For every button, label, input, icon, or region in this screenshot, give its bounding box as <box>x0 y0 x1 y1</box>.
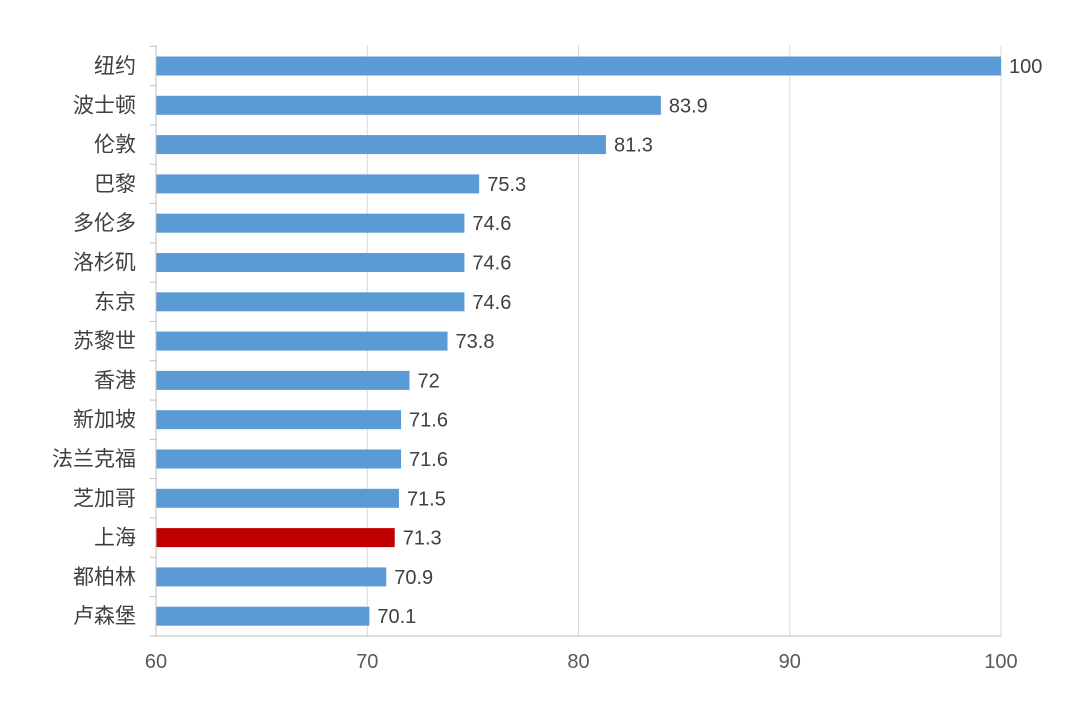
bar <box>156 253 465 272</box>
bar <box>156 410 402 430</box>
data-label: 74.6 <box>472 253 511 275</box>
data-label: 83.9 <box>669 95 708 117</box>
bar <box>156 370 410 390</box>
bar <box>156 95 661 115</box>
data-label: 71.3 <box>403 528 442 550</box>
data-label: 70.1 <box>377 606 416 628</box>
axes <box>150 45 1001 637</box>
category-label: 上海 <box>94 526 136 550</box>
category-label: 洛杉矶 <box>73 251 136 275</box>
bar <box>156 331 448 351</box>
category-label: 多伦多 <box>73 211 136 235</box>
x-tick-label: 60 <box>145 651 167 673</box>
category-label: 纽约 <box>94 54 136 78</box>
category-label: 法兰克福 <box>52 447 136 471</box>
bars <box>156 56 1001 626</box>
data-label: 73.8 <box>456 331 495 353</box>
bar <box>156 213 465 233</box>
labels: 纽约 100 波士顿 83.9 伦敦 81.3 巴黎 75.3 多伦多 74.6 洛杉矶 74.6 东京… <box>52 54 1042 673</box>
data-label: 71.6 <box>409 410 448 432</box>
data-label: 75.3 <box>487 174 526 196</box>
category-label: 都柏林 <box>73 565 136 589</box>
data-label: 100 <box>1009 56 1042 78</box>
data-label: 74.6 <box>472 292 511 314</box>
category-label: 香港 <box>94 368 136 392</box>
data-label: 71.5 <box>407 488 446 510</box>
category-label: 东京 <box>94 290 136 314</box>
category-label: 苏黎世 <box>73 329 136 353</box>
category-label: 芝加哥 <box>73 486 136 510</box>
bar <box>156 135 606 155</box>
data-label: 71.6 <box>409 449 448 471</box>
data-label: 81.3 <box>614 135 653 157</box>
category-label: 新加坡 <box>73 408 136 432</box>
category-label: 卢森堡 <box>73 604 136 628</box>
data-label: 70.9 <box>394 567 433 589</box>
category-label: 巴黎 <box>94 172 136 196</box>
bar <box>156 567 387 587</box>
x-tick-label: 100 <box>984 651 1017 673</box>
data-label: 74.6 <box>472 213 511 235</box>
data-label: 72 <box>418 370 440 392</box>
bar <box>156 449 402 469</box>
bar <box>156 488 399 508</box>
bar <box>156 56 1001 76</box>
bar <box>156 174 480 194</box>
x-tick-label: 90 <box>779 651 801 673</box>
bar <box>156 528 395 548</box>
category-label: 伦敦 <box>94 133 136 157</box>
category-label: 波士顿 <box>73 93 136 117</box>
bar <box>156 606 370 626</box>
x-tick-label: 70 <box>356 651 378 673</box>
bar <box>156 292 465 312</box>
x-tick-label: 80 <box>567 651 589 673</box>
